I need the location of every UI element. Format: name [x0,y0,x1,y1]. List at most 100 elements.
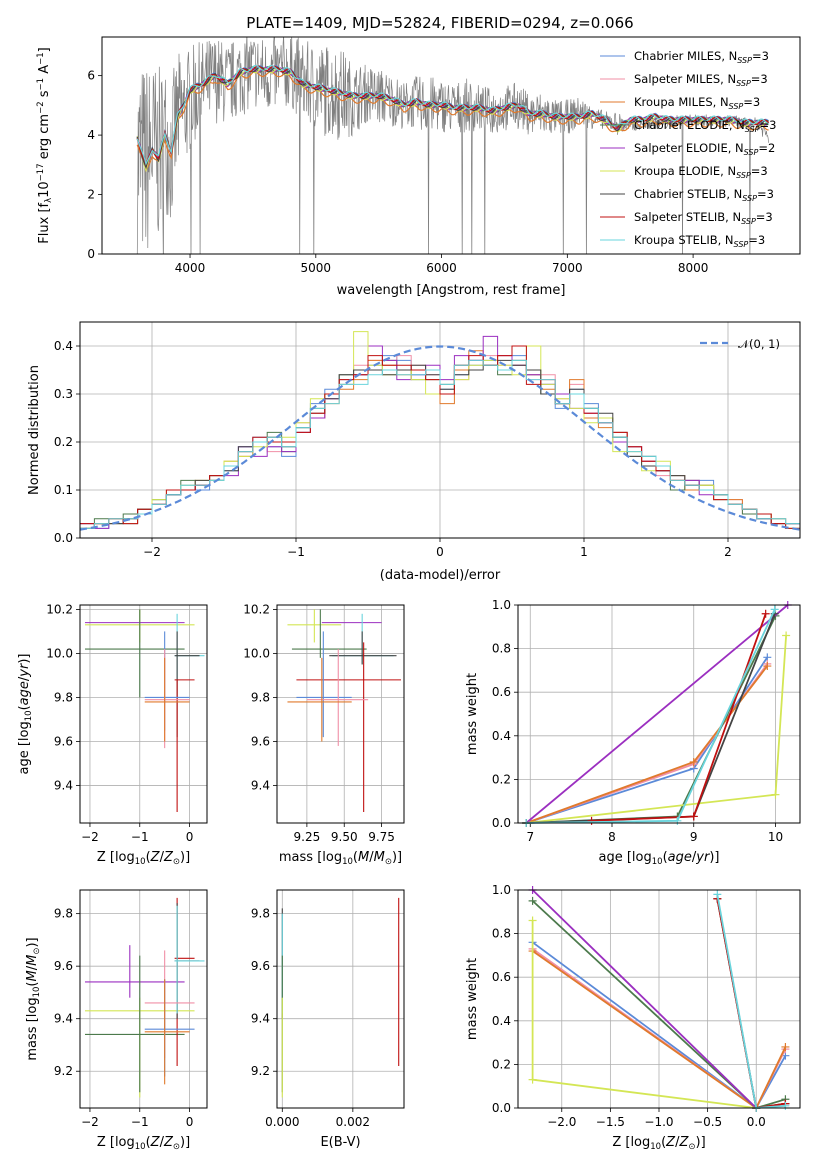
y-tick-label: 0 [87,247,95,261]
x-axis-label: (data-model)/error [380,568,501,583]
x-tick-label: 9.50 [331,830,358,844]
y-tick-label: 9.6 [251,959,270,973]
series-marker [761,609,770,618]
series-marker [782,631,791,640]
y-tick-label: 9.4 [251,1012,270,1026]
y-tick-label: 0.4 [492,1014,511,1028]
age-vs-mass-frame [276,604,405,824]
legend-entry: 𝒩(0, 1) [738,337,780,351]
legend-entry: Chabrier STELIB, NSSP=3 [634,187,774,203]
gaussian-curve [80,345,800,531]
series-marker [771,790,780,799]
series-marker [781,1042,790,1051]
x-tick-label: −0.5 [693,1115,722,1129]
y-tick-label: 0.3 [54,387,73,401]
x-axis-label: E(B-V) [320,1135,360,1150]
spectrum-frame [101,36,801,255]
series-marker [528,1075,537,1084]
legend-entry: Salpeter MILES, NSSP=3 [634,72,768,88]
y-tick-label: 9.6 [251,735,270,749]
x-tick-label: 0.0 [747,1115,766,1129]
age-vs-Z-axes: −2 −1 0 9.4 9.6 9.8 10.0 10.2 [46,602,207,844]
x-tick-label: 7 [526,830,534,844]
y-tick-label: 0.0 [492,1101,511,1115]
legend-entry: Chabrier MILES, NSSP=3 [634,49,769,65]
errorbar-chabrier-stelib [329,631,397,665]
series-marker [528,896,537,905]
mass-vs-EBV-frame [276,889,405,1109]
y-tick-label: 2 [87,188,95,202]
spectrum-model-line [136,64,769,166]
y-tick-label: 0.2 [492,1057,511,1071]
y-axis-label: mass weight [465,673,480,755]
y-tick-label: 0.0 [492,816,511,830]
y-tick-label: 6 [87,69,95,83]
x-tick-label: −1 [131,1115,149,1129]
x-tick-label: 5000 [301,261,332,275]
y-tick-label: 0.1 [54,483,73,497]
legend-entry: Chabrier ELODIE, NSSP=3 [634,118,776,134]
age-vs-Z-frame [79,604,208,824]
x-tick-label: 0.002 [336,1115,370,1129]
y-tick-label: 9.8 [251,907,270,921]
y-tick-label: 9.4 [54,779,73,793]
spectrum-axes: 4000 5000 6000 7000 8000 0 2 4 6 [87,69,708,275]
errorbar-kroupa-miles [144,657,190,742]
spectrum-data-line [136,37,769,254]
x-tick-label: 10 [768,830,783,844]
x-tick-label: −1 [131,830,149,844]
x-axis-label: Z [log10(Z/Z⊙)] [612,1135,705,1152]
series-line [525,604,789,824]
errorbar-kroupa-miles [144,979,190,1085]
y-tick-label: 9.8 [251,690,270,704]
x-tick-label: −2 [81,1115,99,1129]
y-tick-label: 0.0 [54,531,73,545]
x-tick-label: −1.0 [644,1115,673,1129]
figure-title: PLATE=1409, MJD=52824, FIBERID=0294, z=0… [246,14,633,32]
y-tick-label: 1.0 [492,883,511,897]
mass-weight-vs-Z-axes: −2.0 −1.5 −1.0 −0.5 0.0 0.0 0.2 0.4 0.6 0.8 1.0 [492,883,800,1129]
y-tick-label: 9.6 [54,959,73,973]
spectrum-legend: Chabrier MILES, NSSP=3 Salpeter MILES, NS… [600,49,776,249]
errorbar-chabrier-miles [296,631,352,738]
y-tick-label: 9.2 [251,1064,270,1078]
y-axis-label: mass weight [465,958,480,1040]
x-tick-label: 4000 [175,261,206,275]
series-line [531,889,757,1109]
errorbar-chabrier-elodie [291,609,367,658]
y-tick-label: 9.6 [54,735,73,749]
errorbar-salpeter-elodie [84,945,185,998]
y-tick-label: 0.8 [492,927,511,941]
legend-entry: Kroupa MILES, NSSP=3 [634,95,760,111]
x-tick-label: 1 [580,545,588,559]
y-tick-label: 0.8 [492,642,511,656]
x-tick-label: 0 [186,1115,194,1129]
x-axis-label: wavelength [Angstrom, rest frame] [337,283,566,298]
y-tick-label: 9.4 [54,1012,73,1026]
histogram-kroupa-stelib [80,359,800,538]
x-tick-label: 0 [186,830,194,844]
mass-vs-Z-frame [79,889,208,1109]
series-marker [713,890,722,899]
series-marker [528,916,537,925]
y-axis-label: mass [log10(M/M⊙)] [25,937,42,1060]
x-tick-label: 7000 [552,261,583,275]
mass-weight-vs-Z-frame [517,889,801,1109]
x-tick-label: 8 [608,830,616,844]
series-marker [689,812,698,821]
mass-weight-vs-age-frame [517,604,801,824]
x-axis-label: Z [log10(Z/Z⊙)] [97,850,190,867]
x-tick-label: −2 [143,545,161,559]
y-tick-label: 10.0 [243,646,270,660]
y-tick-label: 0.4 [54,339,73,353]
x-tick-label: 2 [724,545,732,559]
y-axis-label: Flux [fλ10−17 erg cm−2 s−1 A−1] [36,47,54,243]
x-tick-label: 0.000 [265,1115,299,1129]
normed-frame [79,321,801,539]
legend-entry: Salpeter ELODIE, NSSP=2 [634,141,775,157]
x-axis-label: mass [log10(M/M⊙)] [279,850,402,867]
y-tick-label: 0.2 [54,435,73,449]
y-tick-label: 9.8 [54,690,73,704]
y-tick-label: 0.4 [492,729,511,743]
